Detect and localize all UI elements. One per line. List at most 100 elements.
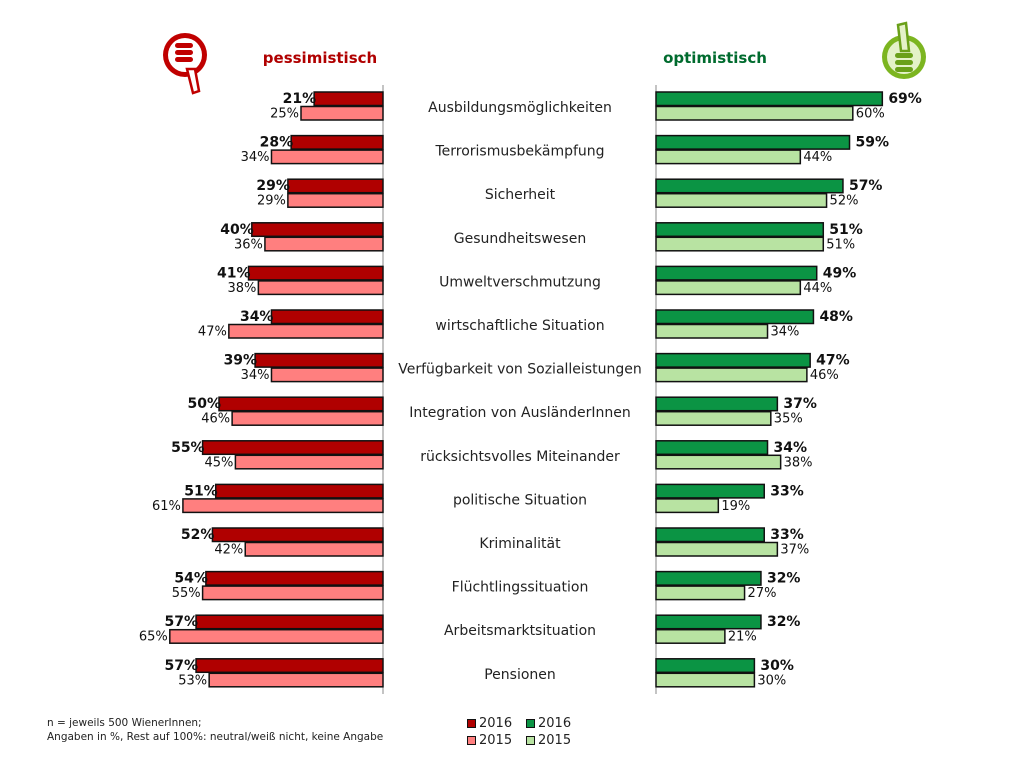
bar-left-2016 — [254, 352, 384, 368]
legend-swatch — [526, 736, 535, 745]
legend-swatch — [526, 719, 535, 728]
thumbs-up-icon — [882, 21, 926, 79]
data-label: 39% — [224, 353, 258, 369]
bar-right-2016 — [655, 570, 762, 586]
data-label: 50% — [187, 396, 221, 412]
data-label: 29% — [256, 178, 290, 194]
data-label: 51% — [826, 237, 855, 252]
bar-left-2015 — [257, 280, 384, 296]
data-label: 44% — [803, 150, 832, 165]
bar-right-2016 — [655, 91, 884, 107]
category-label: Ausbildungsmöglichkeiten — [428, 100, 612, 116]
data-label: 32% — [767, 614, 801, 630]
data-label: 27% — [748, 586, 777, 601]
data-label: 35% — [774, 412, 803, 427]
bar-left-2016 — [211, 527, 384, 543]
bar-right-2016 — [655, 265, 818, 281]
bar-right-2016 — [655, 483, 765, 499]
category-label: Sicherheit — [485, 187, 556, 203]
thumbs-down-icon — [163, 33, 207, 95]
bar-left-2015 — [300, 105, 384, 121]
category-label: Flüchtlingssituation — [452, 580, 589, 596]
legend-item: 2016 — [467, 715, 512, 732]
bar-left-2016 — [251, 222, 384, 238]
bar-right-2016 — [655, 222, 825, 238]
right-title: optimistisch — [663, 49, 767, 67]
bar-right-2016 — [655, 134, 851, 150]
category-label: Gesundheitswesen — [454, 231, 586, 247]
category-label: Kriminalität — [479, 536, 561, 552]
bar-right-2016 — [655, 658, 756, 674]
bar-right-2015 — [655, 541, 779, 557]
footnote-line2: Angaben in %, Rest auf 100%: neutral/wei… — [47, 731, 384, 743]
data-label: 48% — [819, 309, 853, 325]
data-label: 61% — [152, 499, 181, 514]
data-label: 38% — [227, 281, 256, 296]
data-label: 49% — [823, 265, 857, 281]
data-label: 53% — [178, 673, 207, 688]
data-label: 55% — [172, 586, 201, 601]
category-label: Umweltverschmutzung — [439, 274, 601, 290]
data-label: 37% — [780, 543, 809, 558]
bar-right-2016 — [655, 396, 779, 412]
data-label: 46% — [201, 412, 230, 427]
data-label: 32% — [767, 571, 801, 587]
data-label: 42% — [214, 543, 243, 558]
data-label: 19% — [721, 499, 750, 514]
bar-left-2016 — [201, 440, 384, 456]
legend-label: 2015 — [538, 733, 572, 748]
bar-right-2016 — [655, 178, 844, 194]
data-label: 33% — [770, 527, 804, 543]
bar-right-2015 — [655, 149, 802, 165]
bar-left-2016 — [218, 396, 384, 412]
data-label: 45% — [204, 455, 233, 470]
bar-left-2016 — [195, 614, 384, 630]
bar-right-2015 — [655, 628, 726, 644]
data-label: 34% — [771, 325, 800, 340]
data-label: 52% — [830, 194, 859, 209]
bar-left-2015 — [228, 323, 384, 339]
bar-left-2015 — [231, 410, 384, 426]
category-label: Arbeitsmarktsituation — [444, 623, 596, 639]
bar-left-2016 — [205, 570, 384, 586]
bar-left-2015 — [264, 236, 384, 252]
data-label: 34% — [774, 440, 808, 456]
bar-left-2015 — [270, 149, 384, 165]
data-label: 59% — [856, 135, 890, 151]
bar-left-2015 — [270, 367, 384, 383]
data-label: 30% — [760, 658, 794, 674]
bar-right-2015 — [655, 236, 825, 252]
category-label: politische Situation — [453, 492, 587, 508]
category-label: wirtschaftliche Situation — [435, 318, 604, 334]
data-label: 54% — [174, 571, 208, 587]
bar-left-2016 — [195, 658, 384, 674]
legend-pessimistic: 2016 2015 — [467, 715, 512, 749]
bar-right-2015 — [655, 280, 802, 296]
data-label: 57% — [165, 614, 199, 630]
bar-left-2015 — [208, 672, 384, 688]
bar-right-2015 — [655, 672, 756, 688]
data-label: 33% — [770, 483, 804, 499]
data-label: 69% — [888, 91, 922, 107]
legend-swatch — [467, 719, 476, 728]
data-label: 30% — [757, 673, 786, 688]
left-title: pessimistisch — [263, 49, 377, 67]
bar-left-2015 — [182, 498, 384, 514]
bar-right-2016 — [655, 352, 811, 368]
bar-left-2016 — [313, 91, 384, 107]
data-label: 21% — [728, 630, 757, 645]
bar-right-2016 — [655, 440, 769, 456]
bar-left-2016 — [290, 134, 384, 150]
bar-right-2015 — [655, 105, 854, 121]
data-label: 28% — [260, 135, 294, 151]
data-label: 47% — [198, 325, 227, 340]
category-label: Pensionen — [484, 667, 556, 683]
bar-right-2015 — [655, 192, 828, 208]
legend-item: 2016 — [526, 715, 571, 732]
bar-left-2016 — [214, 483, 384, 499]
bar-left-2015 — [234, 454, 384, 470]
data-label: 36% — [234, 237, 263, 252]
bar-right-2016 — [655, 527, 765, 543]
data-label: 41% — [217, 265, 251, 281]
